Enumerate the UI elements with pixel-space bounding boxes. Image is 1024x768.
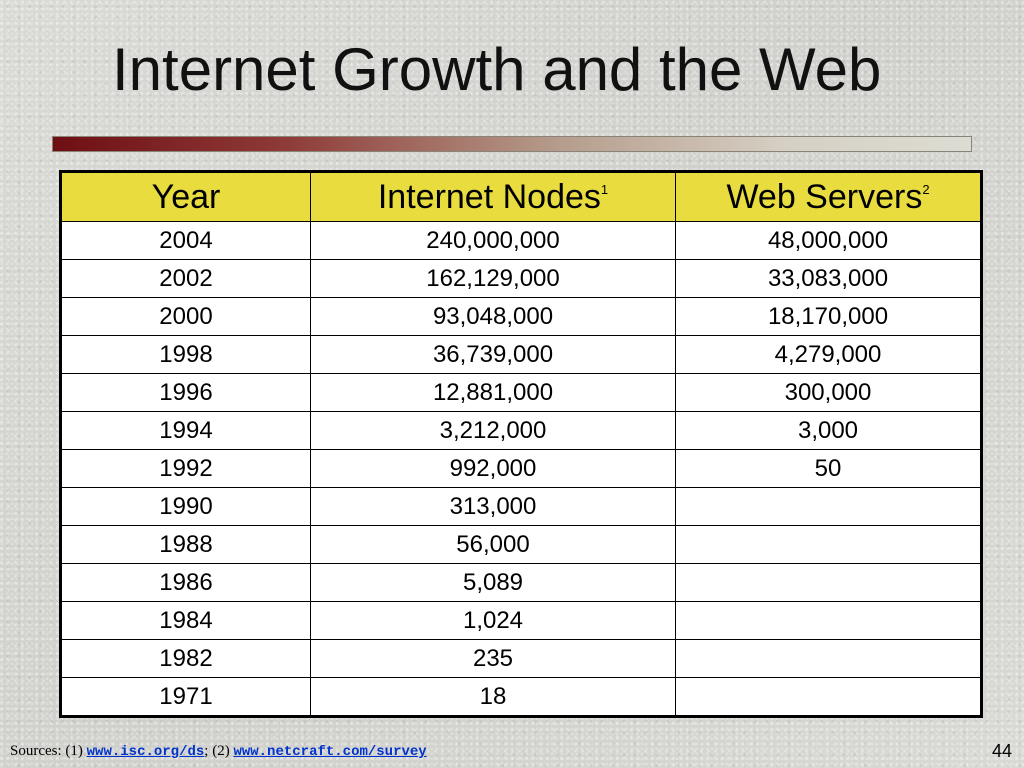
web-servers-cell — [675, 563, 982, 602]
year-cell: 1994 — [60, 411, 311, 450]
year-cell: 2002 — [60, 259, 311, 298]
year-cell: 1988 — [60, 525, 311, 564]
slide-number: 44 — [991, 741, 1012, 761]
web-servers-cell: 4,279,000 — [675, 335, 982, 374]
slide-title: Internet Growth and the Web — [112, 36, 882, 103]
internet-nodes-cell: 12,881,000 — [310, 373, 676, 412]
table-row: 1994 3,212,000 3,000 — [60, 411, 982, 450]
internet-nodes-cell: 235 — [310, 639, 676, 678]
web-servers-cell — [675, 525, 982, 564]
internet-nodes-cell: 3,212,000 — [310, 411, 676, 450]
internet-nodes-cell: 36,739,000 — [310, 335, 676, 374]
year-cell: 2000 — [60, 297, 311, 336]
header-internet-nodes: Internet Nodes1 — [310, 171, 676, 222]
internet-nodes-cell: 18 — [310, 677, 676, 717]
year-cell: 1990 — [60, 487, 311, 526]
title-divider-bar — [52, 136, 972, 152]
isc-source-link[interactable]: www.isc.org/ds — [86, 744, 205, 760]
internet-nodes-cell: 93,048,000 — [310, 297, 676, 336]
table-row: 1984 1,024 — [60, 601, 982, 640]
internet-nodes-cell: 5,089 — [310, 563, 676, 602]
year-cell: 2004 — [60, 221, 311, 260]
table-row: 1998 36,739,000 4,279,000 — [60, 335, 982, 374]
table-row: 2000 93,048,000 18,170,000 — [60, 297, 982, 336]
table-row: 2004 240,000,000 48,000,000 — [60, 221, 982, 260]
header-year: Year — [60, 171, 311, 222]
table-header-row: Year Internet Nodes1 Web Servers2 — [60, 171, 982, 222]
internet-nodes-cell: 56,000 — [310, 525, 676, 564]
table-row: 1988 56,000 — [60, 525, 982, 564]
internet-nodes-cell: 992,000 — [310, 449, 676, 488]
web-servers-cell — [675, 639, 982, 678]
footnote-marker-1: 1 — [600, 181, 609, 197]
year-cell: 1996 — [60, 373, 311, 412]
web-servers-cell: 300,000 — [675, 373, 982, 412]
table-row: 1971 18 — [60, 677, 982, 717]
web-servers-cell: 33,083,000 — [675, 259, 982, 298]
year-cell: 1982 — [60, 639, 311, 678]
internet-nodes-cell: 1,024 — [310, 601, 676, 640]
header-web-servers: Web Servers2 — [675, 171, 982, 222]
table-row: 1992 992,000 50 — [60, 449, 982, 488]
table-row: 2002 162,129,000 33,083,000 — [60, 259, 982, 298]
table-row: 1986 5,089 — [60, 563, 982, 602]
web-servers-cell — [675, 487, 982, 526]
table-row: 1990 313,000 — [60, 487, 982, 526]
internet-nodes-cell: 240,000,000 — [310, 221, 676, 260]
web-servers-cell — [675, 601, 982, 640]
year-cell: 1984 — [60, 601, 311, 640]
internet-nodes-cell: 313,000 — [310, 487, 676, 526]
web-servers-cell: 3,000 — [675, 411, 982, 450]
internet-nodes-cell: 162,129,000 — [310, 259, 676, 298]
footnote-marker-2: 2 — [922, 181, 930, 197]
growth-table: Year Internet Nodes1 Web Servers2 2004 24… — [59, 170, 983, 718]
year-cell: 1971 — [60, 677, 311, 717]
web-servers-cell — [675, 677, 982, 717]
web-servers-cell: 48,000,000 — [675, 221, 982, 260]
web-servers-cell: 50 — [675, 449, 982, 488]
web-servers-cell: 18,170,000 — [675, 297, 982, 336]
table-row: 1996 12,881,000 300,000 — [60, 373, 982, 412]
year-cell: 1986 — [60, 563, 311, 602]
year-cell: 1992 — [60, 449, 311, 488]
sources-footnote: Sources: (1) www.isc.org/ds; (2) www.net… — [10, 743, 427, 760]
netcraft-source-link[interactable]: www.netcraft.com/survey — [233, 744, 427, 760]
year-cell: 1998 — [60, 335, 311, 374]
table-row: 1982 235 — [60, 639, 982, 678]
